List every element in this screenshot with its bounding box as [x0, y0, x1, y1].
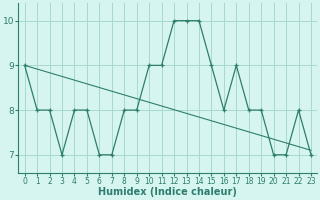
X-axis label: Humidex (Indice chaleur): Humidex (Indice chaleur) — [98, 187, 237, 197]
